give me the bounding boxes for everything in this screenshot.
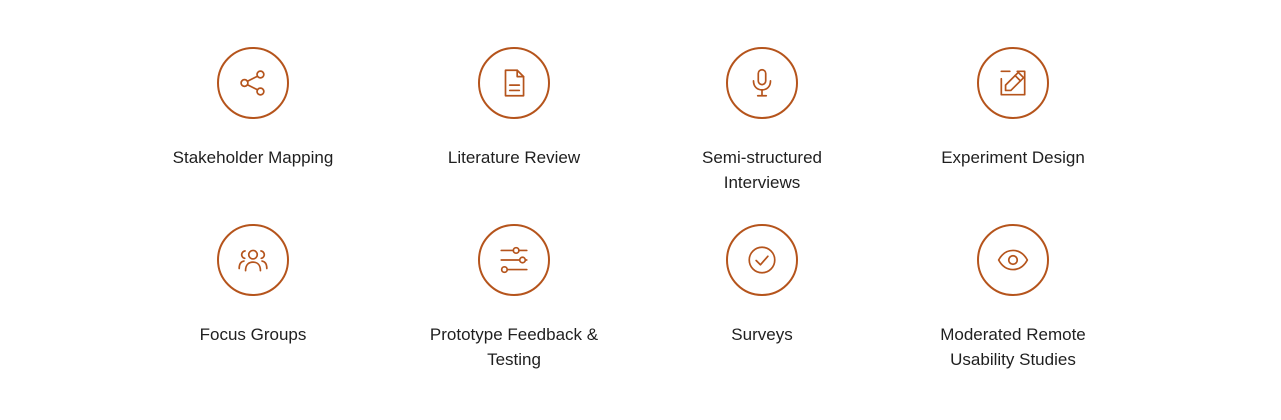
microphone-icon (752, 68, 772, 97)
method-label: Experiment Design (941, 148, 1085, 167)
document-icon (504, 69, 525, 97)
method-stakeholder-mapping: Stakeholder Mapping (143, 47, 363, 170)
method-label: Literature Review (447, 148, 581, 167)
method-label: Stakeholder Mapping (172, 148, 334, 167)
icon-circle (217, 224, 289, 296)
method-surveys: Surveys (652, 224, 872, 347)
share-icon (240, 70, 265, 96)
method-label: Semi-structured Interviews (702, 148, 822, 192)
method-experiment-design: Experiment Design (903, 47, 1123, 170)
edit-square-icon (1000, 70, 1026, 96)
method-focus-groups: Focus Groups (143, 224, 363, 347)
icon-circle (478, 47, 550, 119)
method-literature-review: Literature Review (404, 47, 624, 170)
icon-circle (726, 47, 798, 119)
check-circle-icon (748, 246, 776, 274)
method-moderated-remote-usability: Moderated Remote Usability Studies (903, 224, 1123, 372)
method-label: Prototype Feedback & Testing (429, 325, 599, 369)
icon-circle (478, 224, 550, 296)
method-label: Focus Groups (199, 325, 307, 344)
method-prototype-feedback-testing: Prototype Feedback & Testing (404, 224, 624, 372)
method-semi-structured-interviews: Semi-structured Interviews (652, 47, 872, 195)
group-icon (238, 249, 268, 272)
eye-icon (997, 249, 1029, 271)
method-label: Surveys (731, 325, 793, 344)
icon-circle (977, 47, 1049, 119)
method-label: Moderated Remote Usability Studies (940, 325, 1086, 369)
icon-circle (977, 224, 1049, 296)
icon-circle (726, 224, 798, 296)
icon-circle (217, 47, 289, 119)
sliders-icon (500, 246, 528, 274)
